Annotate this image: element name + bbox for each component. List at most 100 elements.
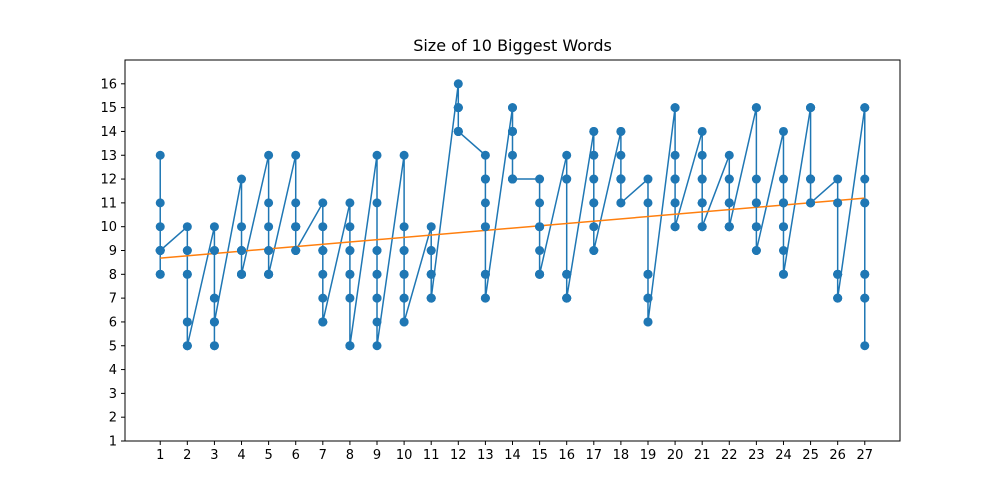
data-point (697, 150, 707, 160)
data-point (751, 198, 761, 208)
data-point (372, 198, 382, 208)
data-series-layer (159, 83, 866, 347)
data-point (345, 269, 355, 279)
trend-line-layer (160, 197, 865, 259)
data-point (345, 246, 355, 255)
data-point (589, 126, 599, 136)
x-tick-label: 9 (373, 448, 381, 463)
x-tick-label: 10 (396, 448, 413, 463)
data-point (291, 246, 301, 255)
data-point (182, 222, 192, 232)
data-point (345, 293, 355, 303)
data-point (806, 174, 816, 184)
data-point (778, 222, 788, 232)
x-tick-label: 6 (292, 448, 300, 463)
data-point (155, 246, 165, 255)
x-tick-label: 17 (586, 448, 603, 463)
data-point (535, 269, 545, 279)
y-tick-label: 13 (100, 149, 117, 164)
data-point (643, 269, 653, 279)
x-tick-label: 8 (346, 448, 354, 463)
data-point (535, 222, 545, 232)
data-point (209, 293, 219, 303)
x-tick-label: 24 (775, 448, 792, 463)
data-point (291, 198, 301, 208)
data-point (616, 150, 626, 160)
x-tick-label: 25 (802, 448, 819, 463)
data-point (860, 269, 870, 279)
data-point (806, 103, 816, 113)
x-tick-label: 21 (694, 448, 711, 463)
x-tick-label: 2 (183, 448, 191, 463)
data-point (264, 246, 274, 255)
data-point (453, 79, 463, 89)
data-point (508, 103, 517, 113)
data-point (697, 198, 707, 208)
data-marker-layer (155, 79, 870, 351)
x-tick-label: 15 (531, 448, 548, 463)
data-point (670, 150, 680, 160)
data-point (372, 269, 382, 279)
y-tick-label: 10 (100, 220, 117, 235)
data-point (643, 198, 653, 208)
data-point (778, 174, 788, 184)
data-point (670, 103, 680, 113)
data-point (724, 222, 734, 232)
y-tick-label: 7 (109, 292, 117, 307)
data-point (426, 222, 436, 232)
data-point (345, 222, 355, 232)
data-point (778, 198, 788, 208)
data-point (237, 222, 247, 232)
x-tick-label: 13 (477, 448, 494, 463)
data-point (372, 150, 382, 160)
data-point (860, 341, 870, 351)
data-point (318, 317, 328, 327)
data-point (589, 222, 599, 232)
data-point (155, 222, 165, 232)
data-point (508, 150, 517, 160)
y-tick-label: 6 (109, 315, 117, 330)
data-point (372, 341, 382, 351)
data-point (724, 174, 734, 184)
y-tick-label: 16 (100, 77, 117, 92)
data-point (264, 269, 274, 279)
data-point (318, 222, 328, 232)
data-point (833, 174, 843, 184)
data-point (426, 269, 436, 279)
data-point (155, 150, 165, 160)
data-point (372, 246, 382, 255)
chart-title: Size of 10 Biggest Words (413, 36, 612, 55)
data-point (480, 293, 490, 303)
data-point (751, 103, 761, 113)
data-point (535, 198, 545, 208)
data-point (372, 293, 382, 303)
data-point (751, 246, 761, 255)
x-tick-label: 22 (721, 448, 738, 463)
data-point (589, 150, 599, 160)
data-point (399, 269, 409, 279)
y-tick-label: 1 (109, 435, 117, 450)
y-tick-label: 11 (100, 196, 117, 211)
data-point (616, 174, 626, 184)
data-point (182, 246, 192, 255)
data-point (562, 174, 572, 184)
data-point (291, 150, 301, 160)
data-point (562, 269, 572, 279)
data-point (426, 246, 436, 255)
data-point (697, 126, 707, 136)
data-point (643, 293, 653, 303)
x-tick-label: 18 (613, 448, 630, 463)
data-point (291, 222, 301, 232)
data-point (399, 317, 409, 327)
data-point (182, 341, 192, 351)
data-point (318, 269, 328, 279)
series-line (159, 83, 866, 347)
data-point (751, 174, 761, 184)
data-point (724, 150, 734, 160)
x-tick-label: 1 (156, 448, 164, 463)
x-tick-label: 12 (450, 448, 467, 463)
data-point (264, 198, 274, 208)
x-tick-label: 3 (210, 448, 218, 463)
data-point (345, 198, 355, 208)
trend-line (160, 197, 865, 259)
